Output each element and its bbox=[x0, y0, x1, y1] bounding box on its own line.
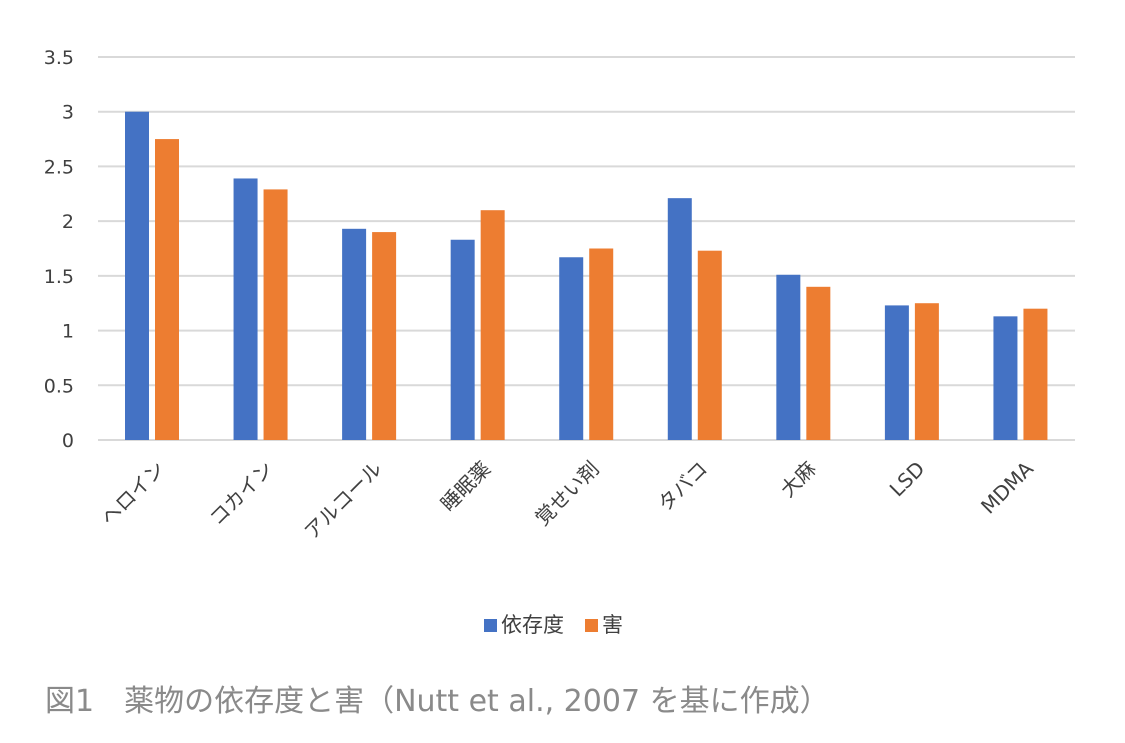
x-category-label: 睡眠薬 bbox=[436, 457, 495, 516]
y-axis-ticks: 0 0.5 1 1.5 2 2.5 3 3.5 bbox=[44, 47, 74, 452]
bar-dependence bbox=[233, 178, 258, 441]
legend: 依存度 害 bbox=[484, 613, 623, 637]
bar-chart: 0 0.5 1 1.5 2 2.5 3 3.5 ヘロイン コカイン アルコール 睡眠薬 覚せい剤 タバコ… bbox=[44, 47, 1075, 637]
bar-dependence bbox=[559, 257, 584, 440]
bar-dependence bbox=[450, 239, 475, 440]
bar-dependence bbox=[125, 111, 149, 440]
bars bbox=[125, 111, 1048, 441]
y-tick-label: 0 bbox=[62, 430, 74, 452]
y-tick-label: 0.5 bbox=[44, 375, 74, 397]
x-category-label: タバコ bbox=[653, 457, 712, 516]
bar-harm bbox=[589, 248, 614, 440]
bar-harm bbox=[263, 189, 288, 440]
bar-harm bbox=[155, 139, 179, 441]
bar-dependence bbox=[993, 316, 1018, 440]
y-tick-label: 2 bbox=[62, 211, 74, 233]
legend-swatch bbox=[585, 619, 598, 632]
figure-caption: 図1 薬物の依存度と害（Nutt et al., 2007 を基に作成） bbox=[45, 684, 830, 719]
bar-dependence bbox=[884, 305, 909, 440]
x-category-label: LSD bbox=[885, 457, 930, 502]
bar-dependence bbox=[667, 198, 692, 440]
y-tick-label: 2.5 bbox=[44, 156, 74, 178]
bar-harm bbox=[372, 232, 397, 440]
y-tick-label: 1.5 bbox=[44, 266, 74, 288]
x-category-label: コカイン bbox=[205, 457, 279, 531]
legend-label: 害 bbox=[602, 613, 623, 637]
y-tick-label: 3 bbox=[62, 102, 74, 124]
bar-harm bbox=[806, 286, 831, 440]
x-category-label: 覚せい剤 bbox=[530, 457, 604, 531]
bar-dependence bbox=[342, 228, 367, 440]
legend-label: 依存度 bbox=[501, 613, 564, 637]
bar-harm bbox=[480, 210, 505, 440]
y-tick-label: 1 bbox=[62, 321, 74, 343]
x-category-label: アルコール bbox=[299, 457, 386, 544]
bar-harm bbox=[697, 250, 722, 440]
gridlines bbox=[98, 56, 1075, 441]
x-category-label: ヘロイン bbox=[96, 457, 170, 531]
bar-dependence bbox=[776, 274, 801, 440]
bar-harm bbox=[914, 303, 939, 440]
x-category-label: 大麻 bbox=[776, 457, 821, 502]
x-category-label: MDMA bbox=[976, 456, 1038, 518]
y-tick-label: 3.5 bbox=[44, 47, 74, 69]
legend-swatch bbox=[484, 619, 497, 632]
x-axis-categories: ヘロイン コカイン アルコール 睡眠薬 覚せい剤 タバコ 大麻 LSD MDMA bbox=[96, 456, 1038, 543]
bar-harm bbox=[1023, 308, 1048, 440]
